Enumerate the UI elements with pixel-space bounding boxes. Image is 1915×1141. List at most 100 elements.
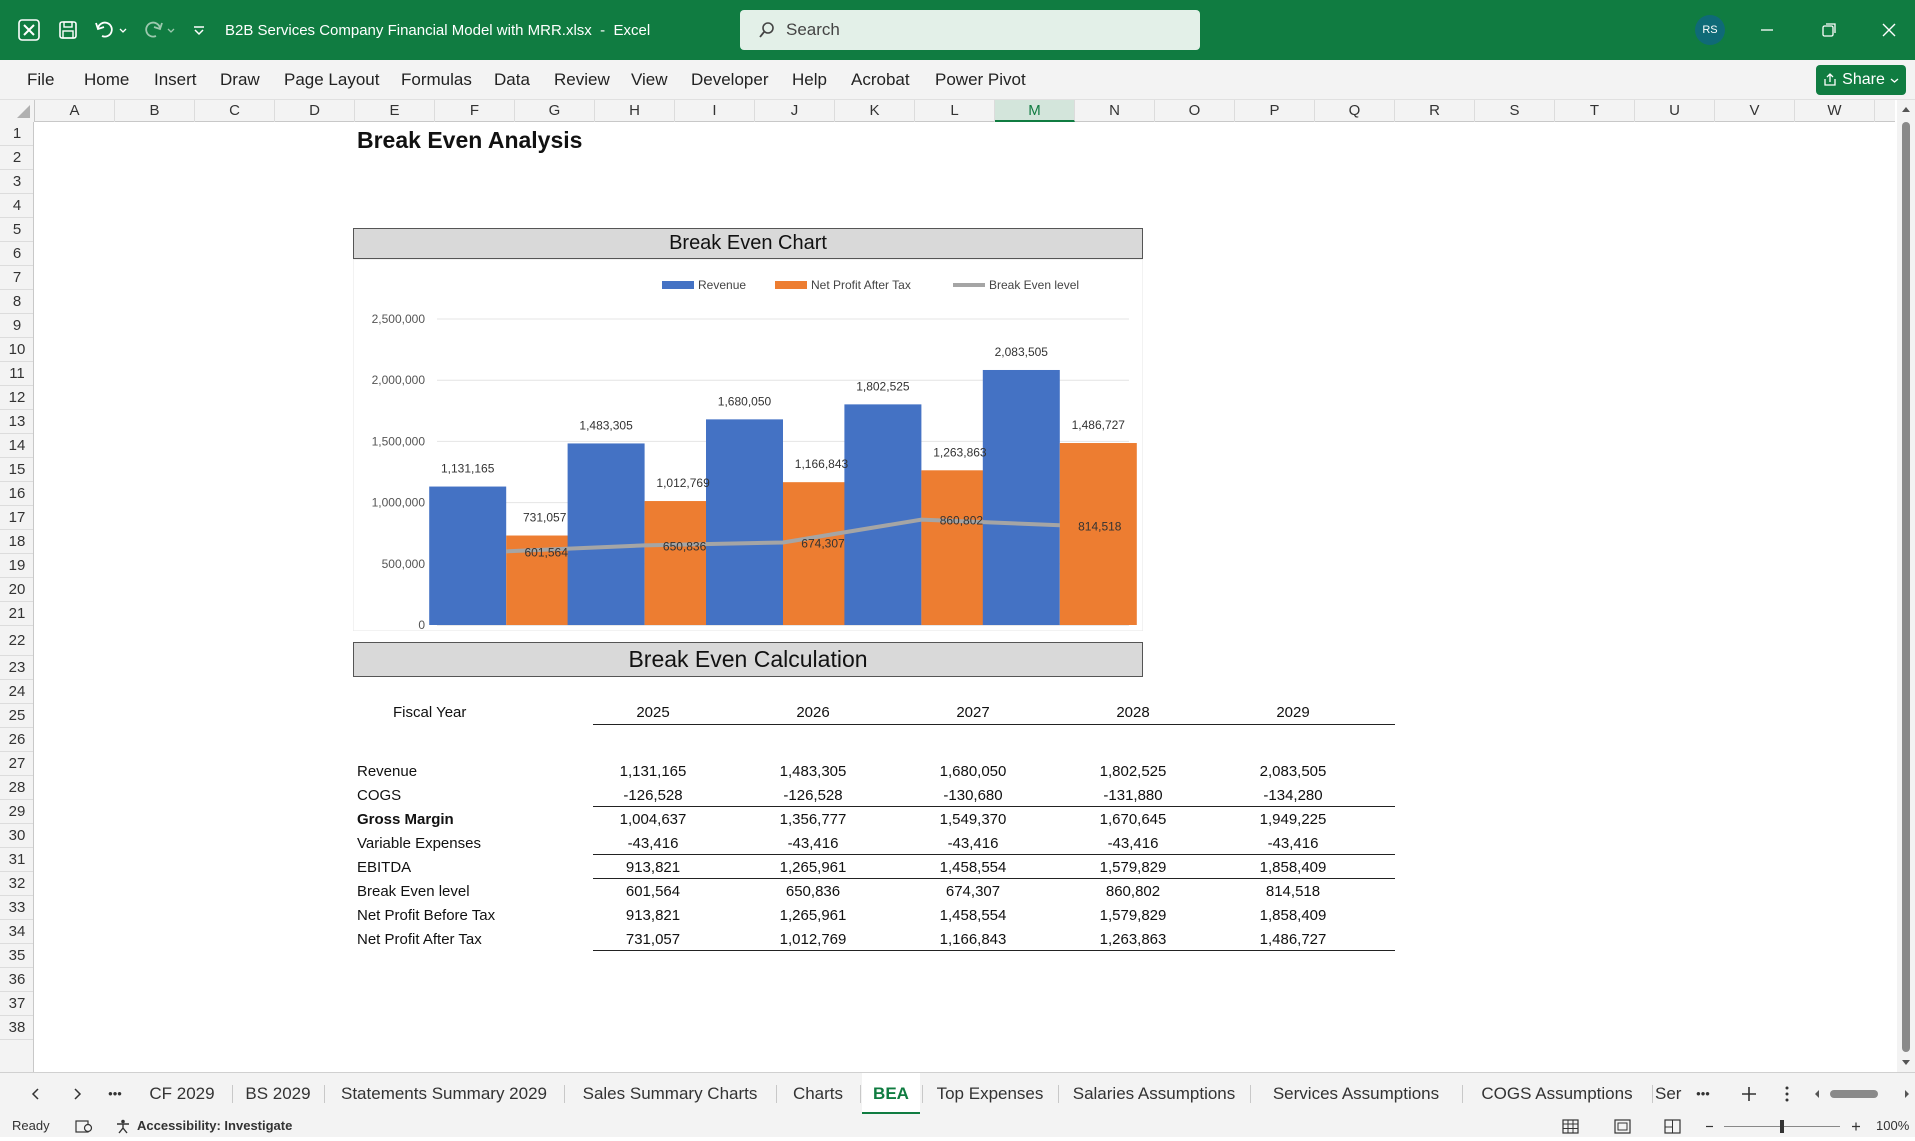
tab-formulas[interactable]: Formulas [401, 70, 472, 89]
table-row-label[interactable]: Variable Expenses [357, 835, 481, 852]
table-row-label[interactable]: Net Profit After Tax [357, 931, 482, 948]
row-header-4[interactable]: 4 [0, 194, 33, 218]
tab-power-pivot[interactable]: Power Pivot [935, 70, 1026, 89]
row-header-38[interactable]: 38 [0, 1016, 33, 1040]
column-header-v[interactable]: V [1715, 100, 1795, 122]
sheet-tab[interactable]: CF 2029 [149, 1084, 215, 1103]
tab-insert[interactable]: Insert [154, 70, 197, 89]
row-header-18[interactable]: 18 [0, 530, 33, 554]
table-cell[interactable]: 1,680,050 [939, 763, 1007, 780]
row-header-10[interactable]: 10 [0, 338, 33, 362]
accessibility-icon[interactable] [115, 1118, 131, 1141]
break-even-chart[interactable]: Revenue Net Profit After Tax Break Even le… [353, 259, 1143, 631]
page-layout-view-icon[interactable] [1614, 1118, 1631, 1141]
year-header[interactable]: 2028 [1116, 704, 1150, 721]
redo-icon[interactable] [142, 0, 176, 60]
row-header-36[interactable]: 36 [0, 968, 33, 992]
column-header-f[interactable]: F [435, 100, 515, 122]
row-header-17[interactable]: 17 [0, 506, 33, 530]
tab-data[interactable]: Data [494, 70, 530, 89]
row-header-33[interactable]: 33 [0, 896, 33, 920]
table-cell[interactable]: 1,802,525 [1099, 763, 1167, 780]
table-cell[interactable]: 2,083,505 [1259, 763, 1327, 780]
row-header-22[interactable]: 22 [0, 626, 33, 656]
column-header-w[interactable]: W [1795, 100, 1875, 122]
column-header-u[interactable]: U [1635, 100, 1715, 122]
table-cell[interactable]: 1,356,777 [779, 811, 847, 828]
sheet-tab[interactable]: BS 2029 [245, 1084, 311, 1103]
table-cell[interactable]: -126,528 [623, 787, 683, 804]
table-cell[interactable]: 1,004,637 [619, 811, 687, 828]
table-cell[interactable]: 1,458,554 [939, 907, 1007, 924]
table-cell[interactable]: 650,836 [785, 883, 841, 900]
horizontal-scrollbar[interactable] [1812, 1073, 1912, 1115]
table-row-label[interactable]: Net Profit Before Tax [357, 907, 496, 924]
vertical-scrollbar[interactable] [1897, 100, 1915, 1072]
table-cell[interactable]: 1,012,769 [779, 931, 847, 948]
row-header-23[interactable]: 23 [0, 656, 33, 680]
row-header-7[interactable]: 7 [0, 266, 33, 290]
table-cell[interactable]: 1,458,554 [939, 859, 1007, 876]
table-cell[interactable]: -131,880 [1103, 787, 1163, 804]
row-header-5[interactable]: 5 [0, 218, 33, 242]
row-header-35[interactable]: 35 [0, 944, 33, 968]
row-header-1[interactable]: 1 [0, 122, 33, 146]
tab-view[interactable]: View [631, 70, 668, 89]
table-cell[interactable]: 1,263,863 [1099, 931, 1167, 948]
column-header-b[interactable]: B [115, 100, 195, 122]
tab-developer[interactable]: Developer [691, 70, 769, 89]
tab-acrobat[interactable]: Acrobat [851, 70, 910, 89]
row-header-21[interactable]: 21 [0, 602, 33, 626]
sheet-tab[interactable]: Ser [1655, 1084, 1682, 1103]
undo-icon[interactable] [94, 0, 128, 60]
select-all-button[interactable] [0, 100, 35, 122]
row-header-2[interactable]: 2 [0, 146, 33, 170]
row-header-26[interactable]: 26 [0, 728, 33, 752]
row-header-32[interactable]: 32 [0, 872, 33, 896]
sheet-tab[interactable]: Charts [792, 1084, 844, 1103]
tab-review[interactable]: Review [554, 70, 610, 89]
table-cell[interactable]: 601,564 [625, 883, 681, 900]
row-header-16[interactable]: 16 [0, 482, 33, 506]
save-icon[interactable] [58, 0, 78, 60]
table-cell[interactable]: 1,131,165 [619, 763, 687, 780]
tab-page-layout[interactable]: Page Layout [284, 70, 380, 89]
table-cell[interactable]: -43,416 [627, 835, 679, 852]
table-cell[interactable]: 1,858,409 [1259, 907, 1327, 924]
minimize-icon[interactable] [1760, 0, 1774, 60]
zoom-slider[interactable] [1704, 1118, 1864, 1141]
table-cell[interactable]: 1,579,829 [1099, 907, 1167, 924]
table-row-label[interactable]: Break Even level [357, 883, 470, 900]
fiscal-year-label[interactable]: Fiscal Year [393, 704, 467, 721]
table-cell[interactable]: -130,680 [943, 787, 1003, 804]
page-break-preview-icon[interactable] [1664, 1118, 1681, 1141]
worksheet[interactable]: Break Even Analysis Break Even Chart Rev… [35, 122, 1895, 1072]
row-header-3[interactable]: 3 [0, 170, 33, 194]
column-header-t[interactable]: T [1555, 100, 1635, 122]
year-header[interactable]: 2027 [956, 704, 990, 721]
table-cell[interactable]: 913,821 [625, 859, 681, 876]
table-cell[interactable]: 1,166,843 [939, 931, 1007, 948]
column-header-k[interactable]: K [835, 100, 915, 122]
column-header-e[interactable]: E [355, 100, 435, 122]
table-cell[interactable]: 1,549,370 [939, 811, 1007, 828]
column-header-l[interactable]: L [915, 100, 995, 122]
column-header-j[interactable]: J [755, 100, 835, 122]
table-cell[interactable]: 1,486,727 [1259, 931, 1327, 948]
avatar[interactable]: RS [1695, 15, 1725, 45]
table-cell[interactable]: 731,057 [625, 931, 681, 948]
row-header-15[interactable]: 15 [0, 458, 33, 482]
table-row-label[interactable]: COGS [357, 787, 402, 804]
table-cell[interactable]: -43,416 [947, 835, 999, 852]
more-sheets-left-button[interactable]: ••• [108, 1086, 122, 1101]
column-header-p[interactable]: P [1235, 100, 1315, 122]
table-cell[interactable]: -43,416 [1107, 835, 1159, 852]
row-header-19[interactable]: 19 [0, 554, 33, 578]
row-header-13[interactable]: 13 [0, 410, 33, 434]
column-header-i[interactable]: I [675, 100, 755, 122]
column-header-q[interactable]: Q [1315, 100, 1395, 122]
year-header[interactable]: 2026 [796, 704, 830, 721]
row-header-28[interactable]: 28 [0, 776, 33, 800]
sheet-tab[interactable]: Statements Summary 2029 [341, 1084, 547, 1103]
row-header-6[interactable]: 6 [0, 242, 33, 266]
